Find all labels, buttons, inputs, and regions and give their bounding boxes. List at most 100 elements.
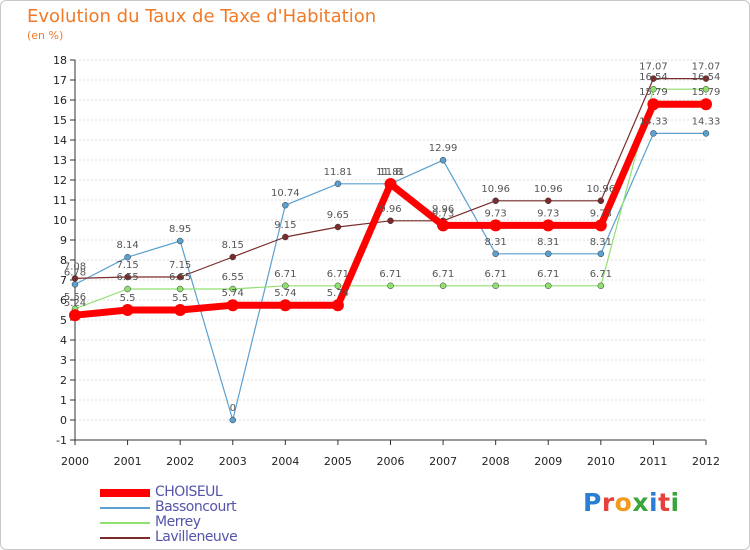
point-choiseul [384, 178, 397, 190]
data-label-bassoncourt: 14.33 [639, 116, 668, 127]
point-bassoncourt [597, 250, 605, 258]
data-label-choiseul: 5.5 [172, 293, 188, 304]
data-label-lavilleneuve: 17.07 [639, 62, 668, 73]
y-tick-label: 13 [53, 154, 67, 167]
data-label-lavilleneuve: 10.96 [587, 184, 616, 195]
point-lavilleneuve [176, 273, 184, 281]
data-label-choiseul: 9.73 [432, 208, 454, 219]
data-label-choiseul: 9.73 [590, 208, 612, 219]
series-layer [69, 75, 712, 424]
point-lavilleneuve [334, 223, 342, 231]
legend-swatch [100, 489, 150, 497]
data-label-choiseul: 9.73 [537, 208, 559, 219]
point-merrey [545, 282, 552, 290]
data-label-merrey: 6.71 [274, 269, 296, 280]
legend-item: Bassoncourt [100, 499, 360, 516]
chart-subtitle: (en %) [27, 29, 64, 42]
data-label-choiseul: 5.74 [327, 288, 349, 299]
data-label-choiseul: 9.73 [485, 208, 507, 219]
x-tick-label: 2004 [271, 455, 299, 468]
x-tick-label: 2008 [482, 455, 510, 468]
x-tick-label: 2003 [219, 455, 247, 468]
point-bassoncourt [334, 180, 342, 188]
point-choiseul [174, 304, 187, 316]
data-label-bassoncourt: 0 [230, 403, 236, 414]
data-label-lavilleneuve: 8.15 [222, 240, 244, 251]
y-tick-label: 0 [60, 414, 67, 427]
point-choiseul [700, 98, 712, 111]
y-tick-label: 4 [60, 334, 67, 347]
point-choiseul [226, 299, 239, 312]
y-tick-label: 16 [53, 94, 67, 107]
x-tick-label: 2000 [61, 455, 89, 468]
data-label-bassoncourt: 8.31 [537, 237, 559, 248]
y-tick-label: 3 [60, 354, 67, 367]
point-lavilleneuve [124, 273, 131, 281]
y-tick-label: 17 [53, 74, 67, 87]
data-label-bassoncourt: 8.14 [116, 240, 138, 251]
y-tick-label: 11 [53, 194, 67, 207]
data-label-bassoncourt: 11.81 [376, 167, 405, 178]
data-label-merrey: 6.71 [327, 269, 349, 280]
data-label-merrey: 6.55 [116, 272, 138, 283]
data-label-lavilleneuve: 9.65 [327, 210, 349, 221]
point-merrey [387, 282, 394, 290]
point-merrey [124, 285, 131, 293]
point-lavilleneuve [282, 233, 289, 241]
data-label-lavilleneuve: 17.07 [692, 62, 721, 73]
data-label-merrey: 6.71 [590, 269, 612, 280]
data-label-merrey: 6.71 [485, 269, 507, 280]
point-bassoncourt [229, 416, 236, 424]
x-tick-label: 2009 [534, 455, 562, 468]
y-tick-label: 12 [53, 174, 67, 187]
data-label-merrey: 16.54 [692, 72, 721, 83]
point-merrey [176, 285, 184, 293]
data-label-lavilleneuve: 10.96 [481, 184, 510, 195]
y-tick-label: 9 [60, 234, 67, 247]
point-bassoncourt [439, 156, 447, 164]
y-tick-label: 6 [60, 294, 67, 307]
legend: CHOISEUL Bassoncourt Merrey Lavilleneuve [100, 484, 360, 546]
data-label-merrey: 16.54 [639, 72, 668, 83]
data-label-bassoncourt: 14.33 [692, 116, 721, 127]
data-label-bassoncourt: 11.81 [324, 167, 353, 178]
legend-item: Merrey [100, 514, 360, 531]
point-merrey [492, 282, 499, 290]
legend-swatch [100, 507, 150, 509]
y-tick-label: 5 [60, 314, 67, 327]
point-choiseul [437, 219, 450, 232]
y-tick-label: 18 [53, 54, 67, 67]
y-tick-label: 15 [53, 114, 67, 127]
point-bassoncourt [124, 253, 131, 261]
data-label-choiseul: 15.79 [692, 87, 721, 98]
y-tick-label: 7 [60, 274, 67, 287]
legend-label: Lavilleneuve [155, 529, 238, 545]
data-label-choiseul: 5.24 [64, 298, 86, 309]
data-label-bassoncourt: 8.31 [590, 237, 612, 248]
point-bassoncourt [650, 130, 657, 137]
point-lavilleneuve [702, 75, 710, 82]
point-choiseul [279, 299, 292, 312]
x-tick-label: 2005 [324, 455, 352, 468]
point-choiseul [121, 304, 134, 316]
data-label-merrey: 6.55 [222, 272, 244, 283]
data-label-bassoncourt: 6.78 [64, 267, 86, 278]
grid-lines [75, 59, 706, 441]
point-merrey [334, 282, 342, 290]
legend-label: Merrey [155, 514, 201, 530]
point-merrey [439, 282, 447, 290]
x-tick-label: 2012 [692, 455, 720, 468]
point-choiseul [647, 98, 660, 111]
point-lavilleneuve [597, 197, 605, 205]
point-bassoncourt [702, 130, 710, 137]
point-lavilleneuve [545, 197, 552, 205]
legend-item: Lavilleneuve [100, 529, 360, 546]
legend-label: CHOISEUL [155, 484, 223, 500]
point-bassoncourt [492, 250, 499, 258]
y-tick-label: 1 [60, 394, 67, 407]
data-label-lavilleneuve: 7.15 [169, 260, 191, 271]
chart-title: Evolution du Taux de Taxe d'Habitation [27, 6, 377, 27]
